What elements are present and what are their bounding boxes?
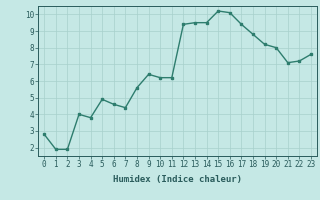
X-axis label: Humidex (Indice chaleur): Humidex (Indice chaleur)	[113, 175, 242, 184]
